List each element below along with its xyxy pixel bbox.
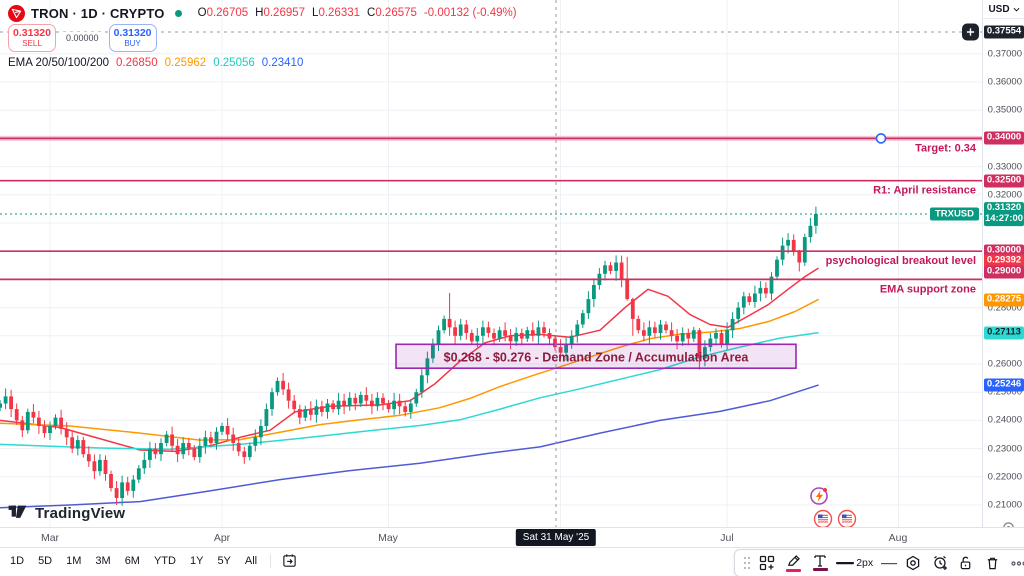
- event-lightning-icon: [810, 487, 828, 505]
- price-badge-r1-line-price[interactable]: 0.32500: [984, 174, 1024, 188]
- price-badge-ema100-price[interactable]: 0.27113: [984, 326, 1024, 340]
- annotation-label: EMA support zone: [880, 283, 976, 295]
- drawing-toolbar: 2px: [734, 549, 1024, 576]
- symbol-title[interactable]: TRON · 1D · CRYPTO: [31, 5, 165, 21]
- change-value: -0.00132 (-0.49%): [423, 7, 517, 19]
- range-all[interactable]: All: [244, 554, 258, 567]
- price-badge-last-price[interactable]: 0.31320 14:27:00: [984, 202, 1024, 226]
- symbol-price-tag: TRXUSD: [929, 207, 979, 221]
- range-1y[interactable]: 1Y: [189, 554, 204, 567]
- price-tick: 0.21000: [987, 499, 1022, 511]
- month-label[interactable]: Apr: [213, 532, 231, 544]
- draw-pencil-icon[interactable]: [783, 551, 805, 575]
- spread-value: 0.00000: [62, 32, 103, 44]
- range-5y[interactable]: 5Y: [217, 554, 231, 567]
- annotation-label: Target: 0.34: [915, 142, 977, 154]
- price-tick: 0.25000: [987, 386, 1022, 398]
- month-label[interactable]: May: [378, 532, 398, 544]
- more-options-icon[interactable]: [1008, 551, 1024, 575]
- unlock-icon[interactable]: [955, 551, 977, 575]
- delete-trash-icon[interactable]: [981, 551, 1003, 575]
- price-tick: 0.37000: [987, 48, 1022, 60]
- thin-line-icon[interactable]: [879, 551, 898, 575]
- crosshair-time-tooltip: Sat 31 May '25: [515, 529, 597, 546]
- tradingview-logo-icon: [8, 505, 27, 518]
- object-tree-add-icon[interactable]: [756, 551, 778, 575]
- demand-zone-label: $0.268 - $0.276 - Demand Zone / Accumula…: [444, 350, 750, 364]
- ema-legend[interactable]: EMA 20/50/100/200 0.26850 0.25962 0.2505…: [8, 57, 304, 69]
- annotation-label: R1: April resistance: [873, 185, 976, 197]
- ema200-line: [0, 384, 819, 509]
- settings-icon[interactable]: [902, 551, 924, 575]
- divider: [270, 553, 272, 568]
- range-1d[interactable]: 1D: [10, 554, 25, 567]
- goto-date-calendar-icon[interactable]: [278, 551, 301, 570]
- price-badge-target-line-price[interactable]: 0.34000: [984, 131, 1024, 145]
- currency-selector[interactable]: USD: [983, 0, 1024, 19]
- price-chart[interactable]: $0.268 - $0.276 - Demand Zone / Accumula…: [0, 0, 982, 527]
- ohlc-values: O0.26705 H0.26957 L0.26331 C0.26575 -0.0…: [197, 7, 517, 19]
- month-label[interactable]: Jul: [720, 532, 734, 544]
- draw-color-underline: [786, 568, 802, 572]
- range-ytd[interactable]: YTD: [153, 554, 176, 567]
- tron-logo-icon: [8, 4, 25, 22]
- price-axis[interactable]: USD 0.37000 0.36000 0.35000 0.33000 0.32000 0…: [982, 0, 1024, 546]
- line-width-sample-icon[interactable]: [835, 551, 855, 575]
- price-badge-ema50-price[interactable]: 0.28275: [984, 293, 1024, 307]
- text-tool-icon[interactable]: [809, 551, 831, 575]
- price-tick: 0.28000: [987, 302, 1022, 314]
- add-alert-plus-icon[interactable]: [962, 23, 979, 41]
- range-1m[interactable]: 1M: [66, 554, 82, 567]
- price-tick: 0.24000: [987, 414, 1022, 426]
- event-flag-icon: [813, 509, 833, 527]
- range-5d[interactable]: 5D: [38, 554, 53, 567]
- tradingview-logo[interactable]: TradingView: [8, 504, 125, 522]
- month-label[interactable]: Mar: [40, 532, 60, 544]
- range-6m[interactable]: 6M: [124, 554, 140, 567]
- price-badge-crosshair-price[interactable]: 0.37554: [984, 25, 1024, 39]
- price-tick: 0.22000: [987, 471, 1022, 483]
- price-tick: 0.26000: [987, 358, 1022, 370]
- add-alert-clock-icon[interactable]: [928, 551, 950, 575]
- event-flag-icon: [837, 509, 857, 527]
- price-badge-ema20-price[interactable]: 0.29392: [984, 254, 1024, 268]
- drag-handle-icon[interactable]: [741, 551, 752, 575]
- chevron-down-icon: [1013, 7, 1020, 12]
- buy-button[interactable]: 0.31320 BUY: [108, 24, 157, 52]
- price-badge-ema200-price[interactable]: 0.25246: [984, 378, 1024, 392]
- price-tick: 0.23000: [987, 443, 1022, 455]
- price-badge-ema-zone-line-price[interactable]: 0.29000: [984, 265, 1024, 279]
- line-width-value[interactable]: 2px: [856, 557, 874, 569]
- ema50-value: 0.25962: [164, 57, 207, 69]
- chart-legend: TRON · 1D · CRYPTO O0.26705 H0.26957 L0.…: [8, 4, 517, 69]
- text-color-underline: [812, 568, 828, 571]
- price-tick: 0.33000: [987, 161, 1022, 173]
- price-badge-breakout-line-price[interactable]: 0.30000: [984, 244, 1024, 258]
- month-label[interactable]: Aug: [888, 532, 908, 544]
- annotation-label: psychological breakout level: [826, 255, 976, 267]
- market-status-dot[interactable]: [174, 9, 182, 17]
- price-tick: 0.35000: [987, 104, 1022, 116]
- ema50-line: [0, 298, 819, 441]
- time-axis[interactable]: Mar Apr May Jul Aug Sat 31 May '25: [0, 527, 1024, 548]
- range-3m[interactable]: 3M: [95, 554, 111, 567]
- sell-button[interactable]: 0.31320 SELL: [8, 24, 56, 52]
- bottom-toolbar: 1D 5D 1M 3M 6M YTD 1Y 5Y All: [0, 547, 1024, 576]
- ema100-value: 0.25056: [213, 57, 255, 69]
- ema200-value: 0.23410: [261, 57, 304, 69]
- ema20-value: 0.26850: [116, 57, 158, 69]
- line-handle: [875, 133, 887, 144]
- demand-zone-rect: [395, 343, 797, 369]
- price-tick: 0.32000: [987, 189, 1022, 201]
- range-switcher: 1D 5D 1M 3M 6M YTD 1Y 5Y All: [4, 551, 301, 570]
- price-tick: 0.36000: [987, 76, 1022, 88]
